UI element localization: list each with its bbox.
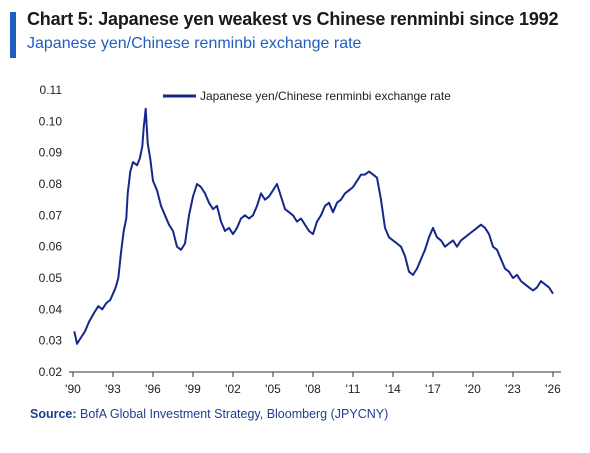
y-tick-label: 0.03 — [39, 334, 63, 348]
y-tick-label: 0.02 — [39, 365, 63, 379]
x-tick-label: '08 — [305, 382, 321, 396]
source-text: BofA Global Investment Strategy, Bloombe… — [76, 407, 389, 421]
x-tick-label: '11 — [346, 382, 361, 396]
y-tick-label: 0.09 — [39, 146, 63, 160]
line-chart: 0.02 0.03 0.04 0.05 0.06 0.07 0.08 0.09 0.10 0.11… — [39, 83, 562, 396]
chart-subtitle: Japanese yen/Chinese renminbi exchange r… — [27, 35, 362, 52]
x-tick-label: '02 — [225, 382, 241, 396]
legend: Japanese yen/Chinese renminbi exchange r… — [163, 89, 451, 103]
y-tick-label: 0.08 — [39, 177, 63, 191]
y-tick-label: 0.07 — [39, 208, 63, 222]
x-tick-label: '93 — [105, 382, 121, 396]
x-tick-label: '90 — [65, 382, 81, 396]
y-tick-label: 0.06 — [39, 240, 63, 254]
source-note: Source: BofA Global Investment Strategy,… — [30, 407, 388, 421]
y-axis-ticks: 0.02 0.03 0.04 0.05 0.06 0.07 0.08 0.09 0.10 0.11 — [39, 83, 63, 379]
source-label: Source: — [30, 407, 77, 421]
x-axis-ticks: '90 '93 '96 '99 '02 '05 '08 '11 '14 '17 '20 '23 '26 — [65, 372, 561, 396]
x-tick-label: '26 — [545, 382, 561, 396]
x-tick-label: '23 — [505, 382, 521, 396]
x-tick-label: '96 — [145, 382, 161, 396]
title-accent-bar — [10, 12, 16, 58]
y-tick-label: 0.05 — [39, 271, 63, 285]
chart-title: Chart 5: Japanese yen weakest vs Chinese… — [27, 9, 559, 29]
series-line-jpycny — [73, 107, 554, 345]
y-tick-label: 0.10 — [39, 114, 63, 128]
x-tick-label: '17 — [425, 382, 441, 396]
x-tick-label: '05 — [265, 382, 281, 396]
x-tick-label: '14 — [385, 382, 401, 396]
legend-label: Japanese yen/Chinese renminbi exchange r… — [200, 89, 451, 103]
y-tick-label: 0.11 — [40, 83, 63, 97]
x-tick-label: '20 — [465, 382, 481, 396]
y-tick-label: 0.04 — [39, 302, 63, 316]
x-tick-label: '99 — [185, 382, 201, 396]
